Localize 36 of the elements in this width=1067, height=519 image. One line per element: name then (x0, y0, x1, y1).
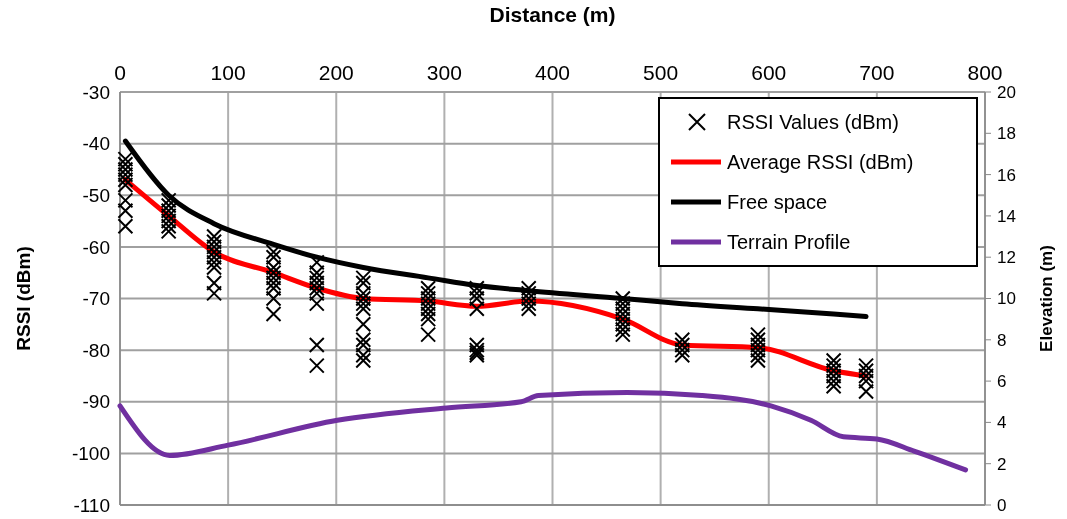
y2-tick-label: 12 (997, 248, 1016, 268)
y-tick-label: -90 (82, 391, 110, 413)
legend-label: RSSI Values (dBm) (727, 111, 899, 133)
y2-tick-label: 0 (997, 495, 1007, 515)
y2-axis-title: Elevation (m) (1037, 245, 1056, 352)
legend-label: Terrain Profile (727, 231, 851, 253)
y2-tick-label: 2 (997, 454, 1007, 474)
y2-tick-label: 14 (997, 206, 1016, 226)
x-tick-label: 500 (643, 61, 679, 84)
y2-tick-label: 6 (997, 372, 1007, 392)
x-tick-label: 400 (534, 61, 571, 84)
y-tick-label: -110 (73, 494, 110, 516)
y-axis-title: RSSI (dBm) (13, 246, 34, 351)
y2-tick-label: 8 (997, 330, 1007, 350)
x-tick-label: 300 (426, 61, 462, 84)
x-axis-title: Distance (m) (489, 3, 616, 26)
y-tick-label: -100 (71, 443, 110, 465)
y-tick-label: -80 (82, 339, 110, 361)
x-tick-label: 0 (114, 61, 126, 84)
y2-tick-label: 16 (997, 165, 1016, 185)
y-tick-label: -30 (82, 81, 110, 103)
legend-label: Average RSSI (dBm) (727, 151, 914, 173)
y-tick-label: -50 (82, 184, 110, 206)
y2-tick-label: 20 (997, 82, 1016, 102)
y2-tick-label: 18 (997, 124, 1016, 144)
x-tick-label: 600 (751, 61, 787, 84)
y2-tick-label: 4 (997, 413, 1007, 433)
y-tick-label: -60 (82, 236, 110, 258)
x-tick-label: 100 (210, 61, 246, 84)
x-tick-label: 800 (967, 61, 1003, 84)
y2-tick-label: 10 (997, 289, 1016, 309)
x-tick-label: 200 (318, 61, 354, 84)
x-tick-label: 700 (859, 61, 895, 84)
legend-label: Free space (727, 191, 828, 213)
y-tick-label: -70 (82, 288, 110, 310)
y-tick-label: -40 (82, 133, 110, 155)
